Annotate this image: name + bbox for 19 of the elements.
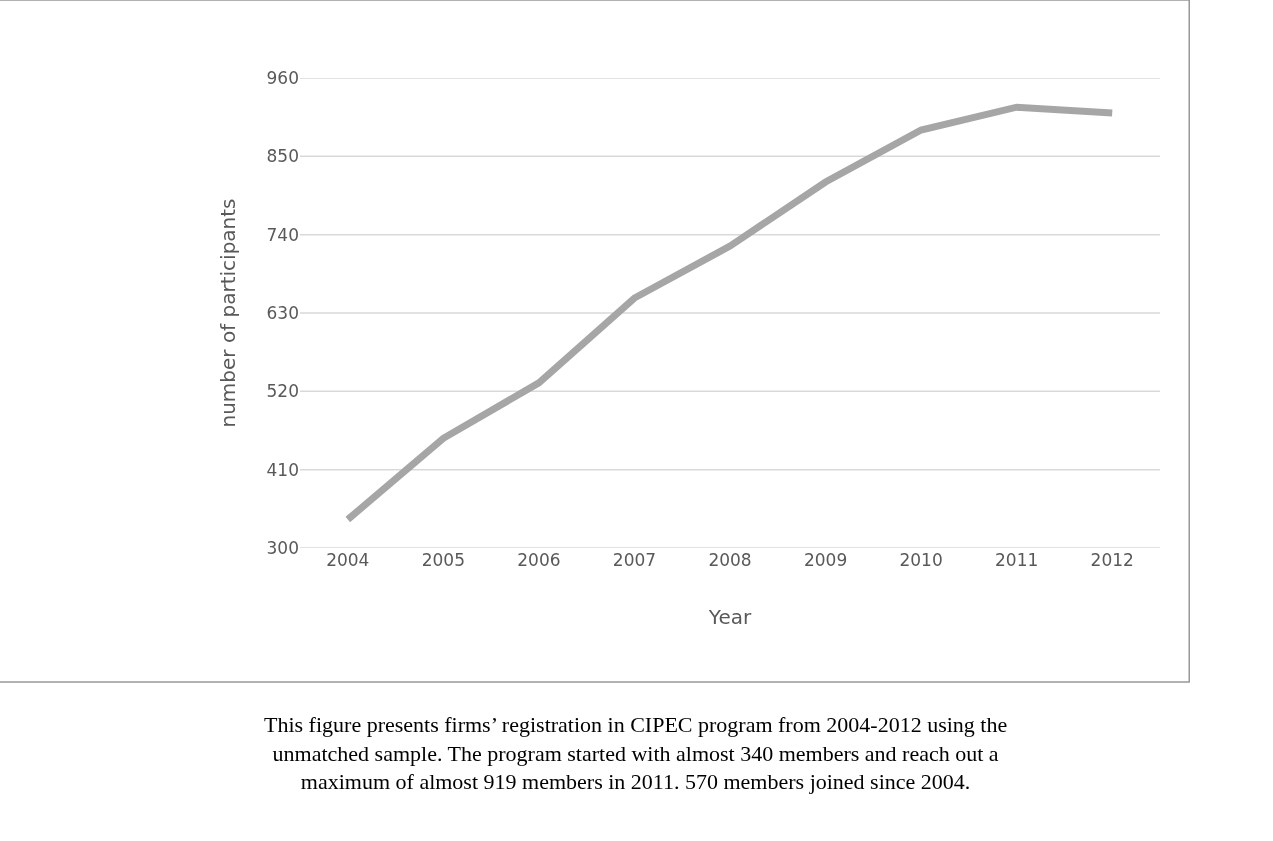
x-axis-title: Year (707, 604, 752, 629)
y-axis-title: number of participants (216, 198, 241, 428)
x-tick-label: 2008 (708, 550, 752, 570)
y-tick-label: 740 (266, 224, 299, 245)
y-tick-label: 960 (266, 67, 299, 88)
y-tick-label: 850 (266, 146, 299, 167)
x-tick-label: 2004 (326, 550, 370, 570)
x-tick-label: 2006 (517, 550, 561, 570)
y-tick-label: 520 (266, 381, 299, 402)
y-tick-label: 410 (266, 459, 299, 480)
x-tick-label: 2010 (899, 550, 943, 570)
y-tick-label: 300 (266, 537, 299, 558)
x-tick-label: 2011 (995, 550, 1039, 570)
x-tick-label: 2012 (1090, 550, 1134, 570)
text: This figure presents firms’ registration in CIPEC program from 2004-2012 using the unmatched sample. The program started with almost 340 members and reach out a maximum of almost 919 members in 2011. 570 members joined since 2004. (264, 712, 1008, 795)
x-tick-label: 2007 (612, 550, 657, 570)
y-tick-label: 630 (266, 302, 299, 323)
x-tick-label: 2005 (421, 550, 465, 570)
x-tick-label: 2009 (803, 550, 848, 570)
